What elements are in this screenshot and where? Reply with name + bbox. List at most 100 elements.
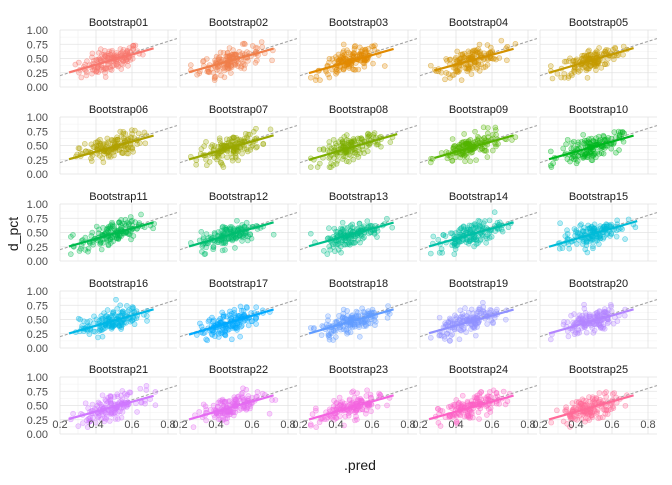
data-point <box>451 402 458 408</box>
data-point <box>346 158 352 165</box>
data-point <box>597 414 603 421</box>
data-point <box>134 409 140 415</box>
data-point <box>582 152 588 158</box>
data-point <box>449 331 456 338</box>
data-point <box>484 321 490 327</box>
data-point <box>583 398 589 404</box>
data-point <box>488 233 495 240</box>
data-point <box>452 154 459 161</box>
data-point <box>267 126 274 133</box>
data-point <box>496 401 502 407</box>
data-point <box>569 327 576 334</box>
data-point <box>608 303 614 310</box>
data-point <box>446 338 453 344</box>
data-point <box>427 334 434 341</box>
facet-panel: Bootstrap20 <box>539 278 657 349</box>
data-point <box>230 322 237 329</box>
data-point <box>340 314 347 321</box>
data-point <box>378 143 384 150</box>
data-point <box>107 153 114 160</box>
data-point <box>144 318 150 324</box>
data-point <box>596 133 602 140</box>
data-point <box>345 141 352 148</box>
data-point <box>227 411 234 418</box>
fit-line <box>434 47 514 72</box>
data-point <box>125 230 131 237</box>
data-point <box>93 316 100 323</box>
data-point <box>142 140 149 147</box>
data-point <box>82 247 89 253</box>
data-point <box>259 44 266 50</box>
data-point <box>226 398 233 404</box>
y-tick-label: 0.00 <box>27 343 48 355</box>
data-point <box>114 61 121 67</box>
data-point <box>427 62 434 69</box>
data-point <box>112 416 119 422</box>
data-point <box>128 236 134 243</box>
data-point <box>220 223 226 230</box>
facet-panel: Bootstrap11 <box>59 191 177 262</box>
data-point <box>356 220 363 227</box>
x-tick-label: 0.6 <box>124 419 139 431</box>
data-point <box>222 226 228 233</box>
data-point <box>590 243 596 250</box>
data-point <box>203 231 210 237</box>
data-point <box>450 144 457 150</box>
facet-strip-label: Bootstrap11 <box>89 191 148 203</box>
data-point <box>387 139 394 145</box>
facet-panel: Bootstrap10 <box>539 104 657 175</box>
facet-strip-label: Bootstrap01 <box>89 17 148 29</box>
data-point <box>583 329 590 336</box>
data-point <box>593 52 600 58</box>
data-point <box>241 223 248 230</box>
facet-strip-label: Bootstrap21 <box>89 364 148 376</box>
data-point <box>104 52 111 59</box>
data-point <box>219 396 226 403</box>
data-point <box>349 224 356 231</box>
data-point <box>586 313 592 320</box>
data-point <box>364 134 371 140</box>
data-point <box>75 145 82 151</box>
x-tick-label: 0.4 <box>208 419 223 431</box>
data-point <box>603 47 609 53</box>
data-point <box>188 62 194 68</box>
data-point <box>357 333 363 340</box>
data-point <box>493 132 499 138</box>
x-tick-label: 0.2 <box>292 419 307 431</box>
data-point <box>493 390 500 396</box>
data-point <box>269 57 275 64</box>
facet-panel: Bootstrap15 <box>539 191 657 262</box>
data-point <box>228 315 234 321</box>
data-point <box>475 62 482 68</box>
data-point <box>475 135 482 142</box>
data-point <box>129 127 135 133</box>
data-point <box>571 66 578 72</box>
facet-panel: Bootstrap05 <box>539 17 657 88</box>
data-point <box>229 336 235 343</box>
data-point <box>483 395 489 401</box>
data-point <box>109 63 116 70</box>
data-point <box>101 151 107 157</box>
data-point <box>596 308 603 315</box>
data-point <box>457 307 464 314</box>
data-point <box>348 315 354 321</box>
data-point <box>472 51 478 57</box>
facet-panel: Bootstrap02 <box>179 17 297 88</box>
data-point <box>254 143 260 150</box>
data-point <box>89 401 96 408</box>
facet-strip-label: Bootstrap20 <box>569 278 628 290</box>
data-point <box>339 399 346 405</box>
data-point <box>353 407 359 414</box>
data-point <box>609 403 616 410</box>
y-tick-label: 0.50 <box>27 315 48 327</box>
x-tick-label: 0.6 <box>484 419 499 431</box>
data-point <box>245 233 252 240</box>
data-point <box>370 43 377 50</box>
data-point <box>352 239 358 246</box>
data-point <box>467 158 474 165</box>
data-point <box>70 232 76 238</box>
data-point <box>567 158 573 165</box>
data-point <box>465 309 472 316</box>
data-point <box>619 129 626 136</box>
data-point <box>219 162 226 168</box>
